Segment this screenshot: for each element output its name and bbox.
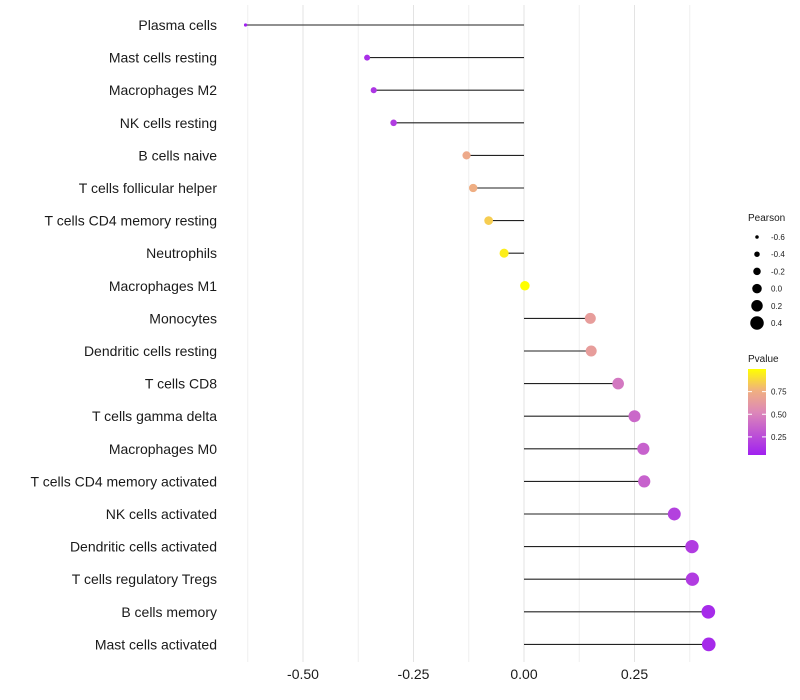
category-label: Plasma cells [138,17,217,33]
category-label: Neutrophils [146,245,217,261]
color-legend: Pvalue 0.25 0.50 0.75 [748,354,787,455]
lollipop-point [667,507,681,521]
lollipop-point [685,572,700,586]
category-label: T cells regulatory Tregs [72,571,217,587]
size-legend-dot [755,235,759,239]
category-label: B cells memory [121,604,217,620]
category-label: T cells CD4 memory activated [31,473,217,489]
size-legend-label: 0.0 [771,285,783,294]
lollipop-point [637,442,650,455]
lollipop-point [701,637,716,652]
lollipop-point [520,281,530,291]
lollipop-point [243,23,248,27]
size-legend-label: 0.2 [771,302,783,311]
lollipop-point [462,151,471,160]
size-legend-label: -0.6 [771,233,785,242]
size-legend-dot [753,267,761,276]
category-label: B cells naive [138,147,217,163]
category-label: T cells CD4 memory resting [45,213,217,229]
category-label: Macrophages M1 [109,278,217,294]
size-legend: Pearson -0.6 -0.4 -0.2 0.0 0.2 0.4 [748,213,785,330]
size-legend-dot [750,316,764,330]
size-legend-dot [751,300,763,312]
stems [245,24,709,645]
category-label: NK cells resting [120,115,217,131]
lollipop-point [701,604,716,619]
size-legend-dot [752,283,762,294]
category-labels: Plasma cells Mast cells resting Macrophage… [31,17,218,652]
x-tick-label: -0.50 [287,666,319,682]
lollipop-point [584,312,596,324]
size-legend-label: -0.4 [771,250,785,259]
lollipop-point [685,539,699,554]
lollipop-point [484,216,493,225]
x-tick-label: 0.25 [621,666,648,682]
color-legend-title: Pvalue [748,354,779,365]
points [243,23,716,652]
category-label: Mast cells resting [109,50,217,66]
color-legend-bar [748,369,766,455]
category-label: T cells follicular helper [79,180,218,196]
color-legend-label: 0.75 [771,388,787,397]
category-label: NK cells activated [106,506,217,522]
category-label: T cells CD8 [145,376,217,392]
category-label: Dendritic cells activated [70,539,217,555]
x-tick-label: 0.00 [510,666,537,682]
lollipop-point [638,475,651,488]
size-legend-title: Pearson [748,213,785,224]
size-legend-label: 0.4 [771,319,783,328]
lollipop-point [370,87,377,94]
color-legend-label: 0.50 [771,410,787,419]
category-label: Macrophages M0 [109,441,217,457]
category-label: Dendritic cells resting [84,343,217,359]
lollipop-point [468,183,478,193]
x-axis-ticks: -0.50 -0.25 0.00 0.25 [287,666,648,682]
lollipop-point [628,410,641,423]
size-legend-label: -0.2 [771,267,785,276]
category-label: T cells gamma delta [92,408,217,424]
lollipop-point [364,54,371,61]
lollipop-point [390,119,397,127]
lollipop-point [499,248,509,258]
color-legend-label: 0.25 [771,433,787,442]
category-label: Monocytes [149,310,217,326]
grid [247,5,691,662]
category-label: Mast cells activated [95,636,217,652]
size-legend-dot [754,251,760,257]
lollipop-point [612,377,624,390]
x-tick-label: -0.25 [398,666,430,682]
category-label: Macrophages M2 [109,82,217,98]
lollipop-point [585,345,597,357]
